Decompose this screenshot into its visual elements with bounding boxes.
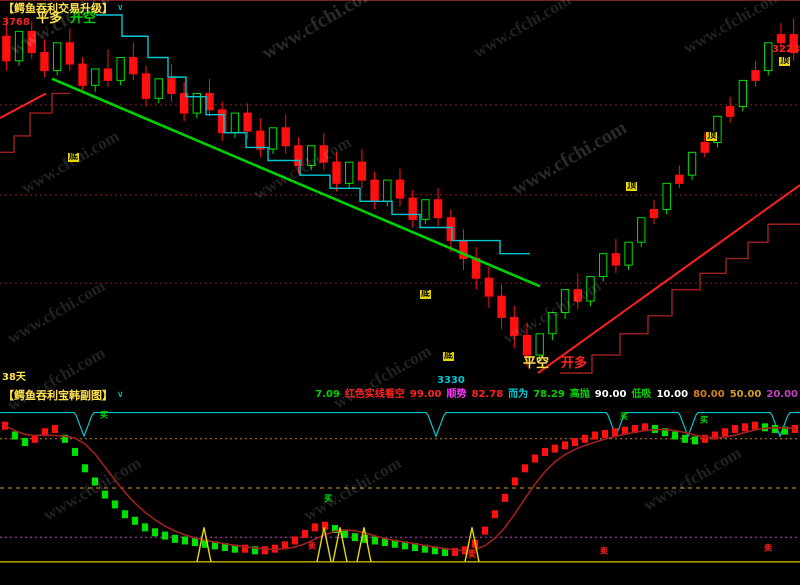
svg-text:买: 买 <box>620 412 628 421</box>
svg-text:买: 买 <box>100 410 108 419</box>
price-chart-canvas <box>0 14 800 374</box>
annotation-open-short: 开空 <box>70 11 97 26</box>
svg-text:卖: 卖 <box>600 546 608 556</box>
legend-item-11: 80.00 <box>693 389 725 400</box>
legend-item-0: 7.09 <box>315 389 340 400</box>
legend-item-1: 红色实线看空 <box>344 389 405 400</box>
legend-item-4: 82.78 <box>471 389 504 400</box>
legend-item-9: 低吸 <box>631 389 652 400</box>
top-right-value: 3223 <box>772 44 800 55</box>
annotation-close-long: 平多 <box>36 11 63 26</box>
legend-item-3: 顺势 <box>446 389 467 400</box>
legend-item-8: 90.00 <box>594 389 627 400</box>
price-top-label: 3768 <box>2 17 30 28</box>
annotation-close-short: 平空 <box>523 356 550 371</box>
pivot-tag-top: 顶 <box>779 56 791 66</box>
main-price-panel[interactable]: www.cfchi.com www.cfchi.com www.cfchi.co… <box>0 0 800 390</box>
price-bottom-label: 3330 <box>437 375 465 386</box>
legend-item-10: 10.00 <box>656 389 689 400</box>
svg-text:卖: 卖 <box>308 541 316 551</box>
pivot-tag-bottom: 底 <box>443 351 455 361</box>
pivot-tag-bottom: 底 <box>420 289 432 299</box>
legend-item-12: 50.00 <box>729 389 762 400</box>
oscillator-chart-canvas: 买买买 买卖卖卖卖 <box>0 410 800 563</box>
svg-text:卖: 卖 <box>764 542 772 552</box>
pivot-tag-bottom: 底 <box>68 152 80 162</box>
pivot-tag-top: 顶 <box>706 131 718 141</box>
annotation-open-long: 开多 <box>561 356 588 371</box>
svg-text:买: 买 <box>324 494 332 503</box>
legend-item-6: 78.29 <box>533 389 565 400</box>
sub-indicator-panel[interactable]: 买买买买卖卖卖卖 www.cfchi.com www.cfchi.com www… <box>0 341 800 585</box>
pivot-tag-top: 顶 <box>626 181 638 191</box>
legend-item-2: 99.00 <box>409 389 442 400</box>
legend-item-7: 高抛 <box>569 389 590 400</box>
legend-item-5: 而为 <box>508 389 529 400</box>
svg-text:买: 买 <box>700 415 708 424</box>
legend-item-13: 20.00 <box>766 389 798 400</box>
sub-panel-legend: 7.09 红色实线看空 99.00 顺势 82.78 而为 78.29 高抛 90.00 低吸 10… <box>315 388 798 402</box>
period-label: 38天 <box>2 372 26 383</box>
svg-text:卖: 卖 <box>468 549 476 559</box>
